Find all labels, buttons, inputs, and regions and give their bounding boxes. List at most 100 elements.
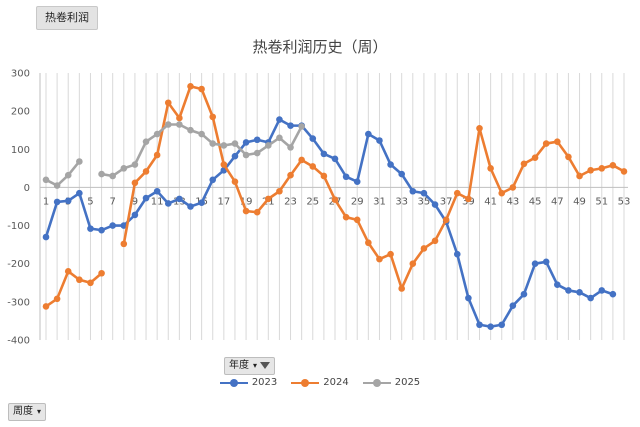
data-point-2023	[509, 302, 517, 309]
x-tick-label: 47	[551, 196, 564, 207]
data-point-2023	[487, 323, 494, 330]
data-point-2023	[431, 201, 439, 208]
data-point-2024	[309, 163, 317, 170]
data-point-2023	[209, 176, 217, 184]
data-point-2025	[298, 123, 305, 130]
data-point-2024	[176, 114, 183, 122]
data-point-2023	[376, 137, 383, 144]
data-point-2023	[131, 211, 139, 219]
data-point-2023	[542, 258, 550, 266]
data-point-2023	[353, 178, 361, 186]
x-tick-label: 19	[240, 196, 253, 207]
data-point-2023	[554, 281, 561, 288]
data-point-2024	[520, 160, 528, 168]
data-point-2023	[609, 290, 617, 298]
data-point-2025	[42, 176, 50, 184]
data-point-2023	[476, 321, 483, 329]
data-point-2023	[420, 189, 428, 197]
y-tick-label: -100	[7, 221, 30, 232]
data-point-2025	[53, 182, 61, 189]
data-point-2023	[198, 199, 205, 206]
data-point-2025	[142, 138, 150, 145]
data-point-2024	[64, 268, 72, 275]
x-tick-label: 7	[110, 196, 116, 207]
data-point-2024	[253, 208, 261, 216]
x-tick-label: 37	[440, 196, 453, 207]
x-tick-label: 17	[217, 196, 230, 207]
data-point-2023	[520, 290, 528, 298]
data-point-2023	[153, 187, 161, 195]
data-point-2023	[231, 152, 239, 160]
data-point-2023	[565, 287, 572, 294]
legend-label: 2024	[323, 377, 349, 388]
grid-lines	[39, 73, 625, 340]
dropdown-arrow-icon: ▾	[253, 361, 258, 370]
data-point-2024	[453, 189, 461, 197]
data-point-2024	[331, 196, 339, 203]
week-field-filter-button[interactable]: 周度 ▾	[8, 403, 47, 421]
data-point-2024	[609, 162, 617, 169]
data-point-2025	[220, 142, 228, 149]
x-tick-label: 49	[573, 196, 586, 207]
x-tick-label: 41	[484, 196, 497, 207]
data-point-2023	[531, 260, 539, 268]
data-point-2023	[98, 226, 105, 234]
x-tick-label: 33	[395, 196, 408, 207]
data-point-2024	[531, 154, 539, 161]
data-point-2025	[287, 144, 294, 151]
data-point-2024	[565, 153, 572, 161]
x-tick-label: 25	[306, 196, 319, 207]
data-point-2023	[276, 116, 283, 123]
data-point-2024	[420, 245, 428, 252]
data-point-2023	[453, 250, 461, 258]
data-point-2024	[164, 99, 172, 107]
y-tick-label: 300	[11, 69, 30, 80]
series-line-2024	[45, 270, 103, 308]
sheet-tab[interactable]: 热卷利润	[36, 6, 98, 30]
data-point-2024	[98, 269, 105, 277]
data-point-2024	[220, 161, 228, 168]
data-point-2025	[76, 158, 83, 165]
data-point-2025	[98, 170, 105, 178]
x-tick-label: 5	[87, 196, 93, 207]
data-point-2024	[487, 165, 494, 172]
y-axis-tick-labels: 300 200 100 0 -100 -200 -300 -400	[7, 69, 30, 347]
y-tick-label: 100	[11, 145, 30, 156]
data-point-2024	[187, 83, 194, 90]
data-point-2024	[153, 151, 161, 159]
x-tick-label: 35	[418, 196, 431, 207]
data-point-2024	[476, 125, 483, 132]
data-point-2024	[509, 184, 517, 191]
data-point-2025	[176, 121, 183, 128]
data-point-2025	[276, 134, 283, 142]
data-point-2025	[64, 171, 72, 179]
data-point-2025	[187, 126, 194, 134]
year-field-label: 年度	[229, 360, 249, 371]
data-point-2024	[554, 138, 561, 145]
data-point-2024	[287, 171, 294, 179]
data-point-2024	[465, 195, 472, 203]
data-point-2024	[387, 250, 394, 258]
series-line-2025	[45, 160, 81, 187]
data-point-2023	[342, 173, 350, 181]
data-point-2023	[64, 197, 72, 205]
data-point-2024	[53, 295, 61, 303]
data-point-2024	[120, 240, 128, 248]
data-point-2024	[242, 207, 250, 215]
legend-item-2025: 2025	[362, 377, 420, 388]
data-point-2023	[365, 130, 372, 138]
data-point-2023	[465, 294, 472, 302]
legend-swatch	[291, 378, 320, 388]
filter-funnel-icon	[260, 361, 271, 369]
data-point-2023	[142, 194, 150, 202]
y-tick-label: 200	[11, 107, 30, 118]
data-point-2023	[576, 289, 583, 296]
legend-label: 2023	[251, 377, 278, 388]
data-point-2023	[320, 150, 328, 158]
week-field-label: 周度	[13, 406, 33, 417]
data-point-2023	[398, 170, 405, 178]
data-point-2024	[42, 303, 50, 310]
data-point-2024	[320, 172, 328, 180]
y-tick-label: 0	[24, 183, 30, 194]
year-field-filter-button[interactable]: 年度 ▾	[224, 357, 276, 375]
